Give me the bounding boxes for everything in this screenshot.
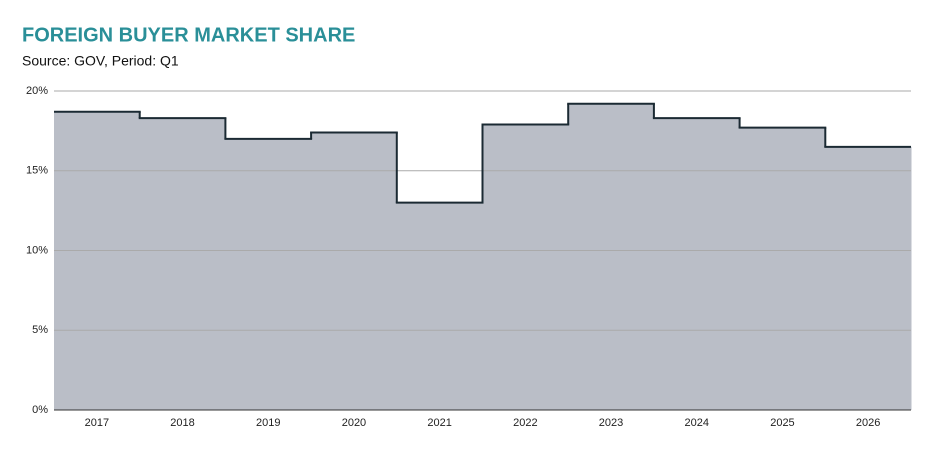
step-area-fill <box>225 138 312 410</box>
y-tick-label: 20% <box>26 85 48 97</box>
chart-subtitle: Source: GOV, Period: Q1 <box>22 53 179 69</box>
y-tick-label: 10% <box>26 244 48 256</box>
y-tick-label: 15% <box>26 165 48 177</box>
x-tick-label: 2026 <box>856 417 880 429</box>
step-area-fill <box>482 124 569 411</box>
x-tick-label: 2025 <box>770 417 794 429</box>
x-tick-label: 2024 <box>685 417 709 429</box>
x-tick-label: 2017 <box>85 417 109 429</box>
y-tick-label: 5% <box>32 324 48 336</box>
y-tick-label: 0% <box>32 404 48 416</box>
step-area-fill <box>54 111 141 411</box>
step-area-fill <box>825 146 912 410</box>
step-area-fill <box>396 202 483 410</box>
step-area-fill <box>568 103 655 410</box>
step-area-fill <box>739 127 826 410</box>
x-tick-label: 2022 <box>513 417 537 429</box>
x-tick-label: 2023 <box>599 417 623 429</box>
step-area-fill <box>139 118 226 411</box>
x-tick-label: 2019 <box>256 417 280 429</box>
step-area-fill <box>311 132 398 410</box>
x-tick-label: 2018 <box>170 417 194 429</box>
x-tick-label: 2021 <box>427 417 451 429</box>
step-area-fill <box>653 118 741 411</box>
chart-title: FOREIGN BUYER MARKET SHARE <box>22 24 355 46</box>
x-tick-label: 2020 <box>342 417 366 429</box>
